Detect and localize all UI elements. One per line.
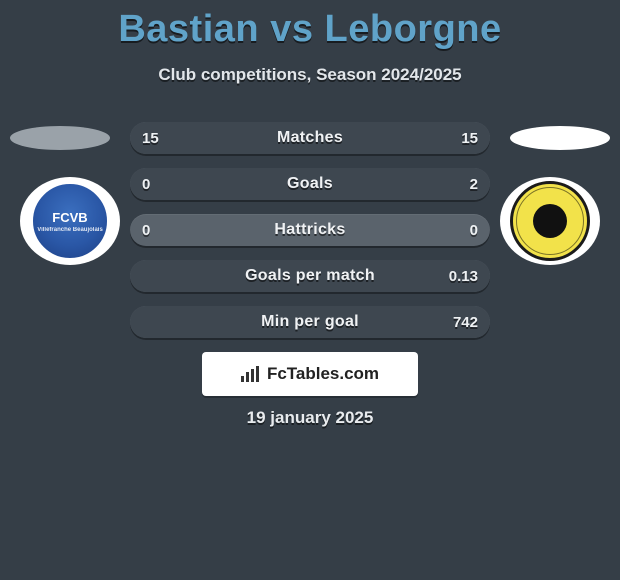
stat-bar: Min per goal742 (130, 306, 490, 338)
stat-bar-value-right: 742 (453, 306, 478, 338)
date-text: 19 january 2025 (0, 408, 620, 428)
chart-icon (241, 366, 261, 382)
team-badge-right (500, 177, 600, 265)
stat-bar-value-right: 0.13 (449, 260, 478, 292)
stat-bar-label: Matches (130, 122, 490, 154)
stat-bar-value-right: 15 (461, 122, 478, 154)
title-player2: Leborgne (325, 8, 502, 50)
stat-bar-value-left: 0 (142, 168, 150, 200)
team-badge-right-ring (516, 187, 584, 255)
stat-bar: Goals0 2 (130, 168, 490, 200)
team-marker-left (10, 126, 110, 150)
stat-bar: Matches15 15 (130, 122, 490, 154)
title-vs: vs (270, 8, 313, 50)
site-logo-text: FcTables.com (267, 364, 379, 384)
team-badge-left: FCVB Villefranche Beaujolais (20, 177, 120, 265)
site-logo: FcTables.com (202, 352, 418, 396)
stat-bar-label: Goals (130, 168, 490, 200)
stat-bar: Goals per match0.13 (130, 260, 490, 292)
stat-bar-value-left: 0 (142, 214, 150, 246)
stat-bar-value-right: 0 (470, 214, 478, 246)
stat-bar-value-left: 15 (142, 122, 159, 154)
stat-bar-label: Goals per match (130, 260, 490, 292)
team-badge-left-text: FCVB (52, 210, 87, 225)
page-title: Bastian vs Leborgne (0, 0, 620, 51)
title-player1: Bastian (118, 8, 259, 50)
subtitle: Club competitions, Season 2024/2025 (0, 65, 620, 85)
stat-bar-label: Hattricks (130, 214, 490, 246)
stat-bar-value-right: 2 (470, 168, 478, 200)
team-badge-left-sub: Villefranche Beaujolais (37, 227, 103, 233)
stat-bar: Hattricks0 0 (130, 214, 490, 246)
stat-bar-label: Min per goal (130, 306, 490, 338)
team-marker-right (510, 126, 610, 150)
team-badge-right-inner (510, 181, 590, 261)
team-badge-left-inner: FCVB Villefranche Beaujolais (30, 181, 110, 261)
stat-bars: Matches1515Goals02Hattricks00Goals per m… (130, 122, 490, 352)
